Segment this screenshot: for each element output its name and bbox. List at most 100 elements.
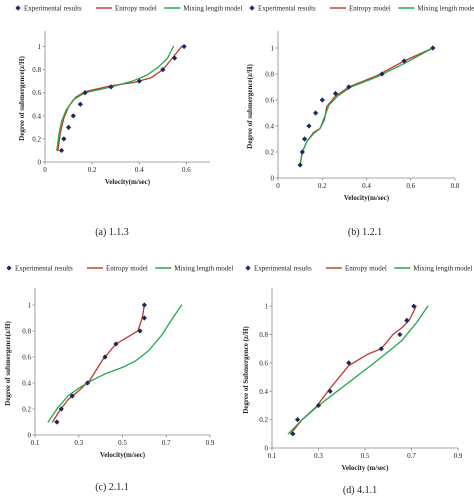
data-point-experimental [102,354,108,360]
data-point-experimental [404,317,410,323]
data-point-experimental [332,90,339,97]
data-point-experimental [297,162,303,168]
legend: Experimental results Entropy model Mixing … [249,5,474,13]
y-tick-label: 0.8 [22,328,31,336]
y-tick-label: 0.4 [259,388,268,396]
data-point-experimental [108,84,114,90]
data-point-experimental [172,55,178,61]
data-point-experimental [82,90,88,96]
y-tick-label: 0.8 [259,331,268,339]
legend-label: Mixing length model [183,5,242,13]
chart-panel-b: Experimental results Entropy model Mixing … [246,5,474,239]
x-tick-label: 0.9 [454,452,463,460]
data-point-experimental [84,380,91,386]
y-tick-label: 0.8 [32,66,41,74]
legend-label: Entropy model [106,265,148,273]
data-point-experimental [294,417,301,423]
data-point-experimental [299,149,305,155]
y-tick-label: 0 [265,445,269,453]
chart-panel-d: Experimental results Entropy model Mixing … [242,265,472,497]
x-axis-label: Velocity(m/sec) [105,178,151,186]
x-axis-label: Velocity(m/sec) [344,194,390,202]
data-point-experimental [301,136,308,142]
data-point-experimental [160,67,166,73]
y-tick-label: 1 [271,45,275,53]
panel-caption: (c) 2.1.1 [95,482,129,493]
x-tick-label: 0.1 [31,439,40,447]
data-point-experimental [397,331,403,338]
legend-marker-experimental [15,5,21,11]
data-point-experimental [313,110,319,116]
data-point-experimental [346,360,352,366]
x-tick-label: 0.9 [206,439,215,447]
data-point-experimental [430,45,436,51]
y-axis-label: Degree of submergence(z/H) [18,56,26,141]
y-tick-label: 0 [271,175,275,183]
data-point-experimental [136,78,142,84]
chart-panel-a: Experimental results Entropy model Mixing … [15,5,242,238]
series-line-entropy [51,304,146,423]
chart-panel-c: Experimental results Entropy model Mixing … [4,265,233,494]
panel-caption: (a) 1.1.3 [95,227,129,238]
y-tick-label: 0 [28,432,32,440]
y-tick-label: 0.2 [259,416,268,424]
x-axis-label: Velocity (m/sec) [342,464,390,472]
data-point-experimental [327,388,333,394]
y-tick-label: 0.2 [22,406,31,414]
legend-label: Experimental results [15,265,73,273]
series-line-mixing-length [56,45,175,152]
data-point-experimental [65,124,72,130]
legend: Experimental results Entropy model Mixing … [245,265,472,273]
legend-label: Entropy model [115,5,157,13]
x-tick-label: 0 [276,182,280,190]
x-tick-label: 0.7 [407,452,416,460]
legend-label: Entropy model [345,265,387,273]
x-tick-label: 0 [43,166,47,174]
data-point-experimental [137,328,143,334]
series-line-entropy [299,47,434,166]
legend-marker-experimental [245,265,251,271]
data-point-experimental [319,97,325,103]
data-point-experimental [58,147,65,154]
x-tick-label: 0.1 [268,452,277,460]
legend-label: Mixing length model [417,5,474,13]
y-tick-label: 0.6 [32,89,41,97]
x-tick-label: 0.4 [135,166,144,174]
x-tick-label: 0.3 [314,452,323,460]
x-tick-label: 0.6 [182,166,191,174]
legend-marker-experimental [6,265,12,271]
y-tick-label: 0.2 [32,135,41,143]
y-tick-label: 0.2 [265,149,274,157]
data-point-experimental [54,419,60,425]
legend-label: Entropy model [349,5,391,13]
y-axis-label: Degree of submergence(z/H) [246,64,254,149]
x-tick-label: 0.8 [451,182,460,190]
legend: Experimental results Entropy model Mixing … [6,265,233,273]
data-point-experimental [379,71,385,77]
data-point-experimental [181,43,187,50]
y-tick-label: 0.4 [265,123,274,131]
data-point-experimental [290,431,296,437]
data-point-experimental [58,406,64,412]
y-tick-label: 0.6 [265,97,274,105]
data-point-experimental [70,113,76,119]
data-point-experimental [411,303,417,309]
data-point-experimental [315,402,322,409]
y-axis-label: Degree of submergence(z/H) [4,321,12,406]
x-tick-label: 0.3 [74,439,83,447]
data-point-experimental [61,136,67,142]
data-point-experimental [141,315,147,321]
legend-label: Experimental results [258,5,316,13]
data-point-experimental [141,302,147,308]
series-line-mixing-length [299,47,434,166]
data-point-experimental [378,346,384,352]
legend-label: Mixing length model [413,265,472,273]
y-tick-label: 0.8 [265,71,274,79]
series-line-mixing-length [47,304,183,423]
data-point-experimental [69,393,75,399]
y-tick-label: 1 [265,303,269,311]
y-tick-label: 1 [38,43,42,51]
y-axis-label: Degree of Submergence (z/H) [242,326,250,414]
series-line-entropy [289,305,417,435]
